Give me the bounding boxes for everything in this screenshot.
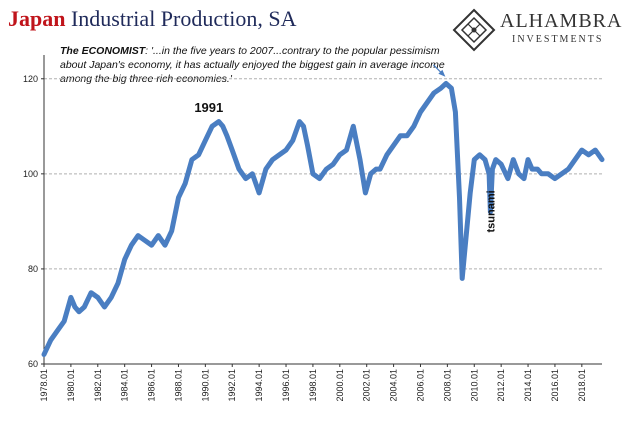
x-tick-label-2016.01: 2016.01 <box>550 369 560 402</box>
series-line-0 <box>41 81 605 357</box>
x-tick-label-2000.01: 2000.01 <box>335 369 345 402</box>
x-tick-label-1986.01: 1986.01 <box>147 369 157 402</box>
x-tick-label-2014.01: 2014.01 <box>523 369 533 402</box>
annotation-tsunami: tsunami <box>485 190 497 232</box>
title-country: Japan <box>8 6 66 31</box>
x-tick-label-1980.01: 1980.01 <box>66 369 76 402</box>
axes <box>43 55 602 365</box>
series-group <box>41 81 605 357</box>
quote-text: : '...in the five years to 2007...contra… <box>60 45 445 85</box>
x-tick-label-1992.01: 1992.01 <box>227 369 237 402</box>
y-tick-label-100: 100 <box>23 169 38 179</box>
logo-subtitle: INVESTMENTS <box>512 34 604 45</box>
x-tick-label-1978.01: 1978.01 <box>39 369 49 402</box>
y-tick-label-120: 120 <box>23 74 38 84</box>
x-tick-label-1998.01: 1998.01 <box>308 369 318 402</box>
logo-name: ALHAMBRA <box>500 10 623 32</box>
y-axis-ticks: 60 80 100 120 <box>23 74 44 369</box>
x-tick-label-1988.01: 1988.01 <box>173 369 183 402</box>
x-tick-label-1990.01: 1990.01 <box>200 369 210 402</box>
y-tick-label-80: 80 <box>28 264 38 274</box>
annotation-1991: 1991 <box>194 100 223 115</box>
annotation-arrow-head <box>438 69 446 77</box>
x-tick-label-1994.01: 1994.01 <box>254 369 264 402</box>
x-tick-label-2002.01: 2002.01 <box>362 369 372 402</box>
x-tick-label-2010.01: 2010.01 <box>469 369 479 402</box>
y-tick-label-60: 60 <box>28 359 38 369</box>
quote-source: The ECONOMIST <box>60 45 146 57</box>
x-tick-label-1996.01: 1996.01 <box>281 369 291 402</box>
x-tick-label-2012.01: 2012.01 <box>496 369 506 402</box>
x-tick-label-1984.01: 1984.01 <box>120 369 130 402</box>
x-tick-label-2008.01: 2008.01 <box>442 369 452 402</box>
x-tick-label-2004.01: 2004.01 <box>389 369 399 402</box>
chart-title: Japan Industrial Production, SA <box>8 6 296 32</box>
alhambra-logo: ALHAMBRA INVESTMENTS <box>452 8 637 52</box>
annotations: 1991 tsunami <box>194 64 497 232</box>
economist-quote: The ECONOMIST: '...in the five years to … <box>60 44 460 86</box>
x-tick-label-2018.01: 2018.01 <box>577 369 587 402</box>
title-subject: Industrial Production, SA <box>70 6 297 31</box>
x-tick-label-2006.01: 2006.01 <box>415 369 425 402</box>
diamond-logo-icon <box>452 8 496 52</box>
x-axis-ticks: 1978.01 1980.01 1982.01 1984.01 1986.01 1988.… <box>39 364 587 402</box>
x-tick-label-1982.01: 1982.01 <box>93 369 103 402</box>
